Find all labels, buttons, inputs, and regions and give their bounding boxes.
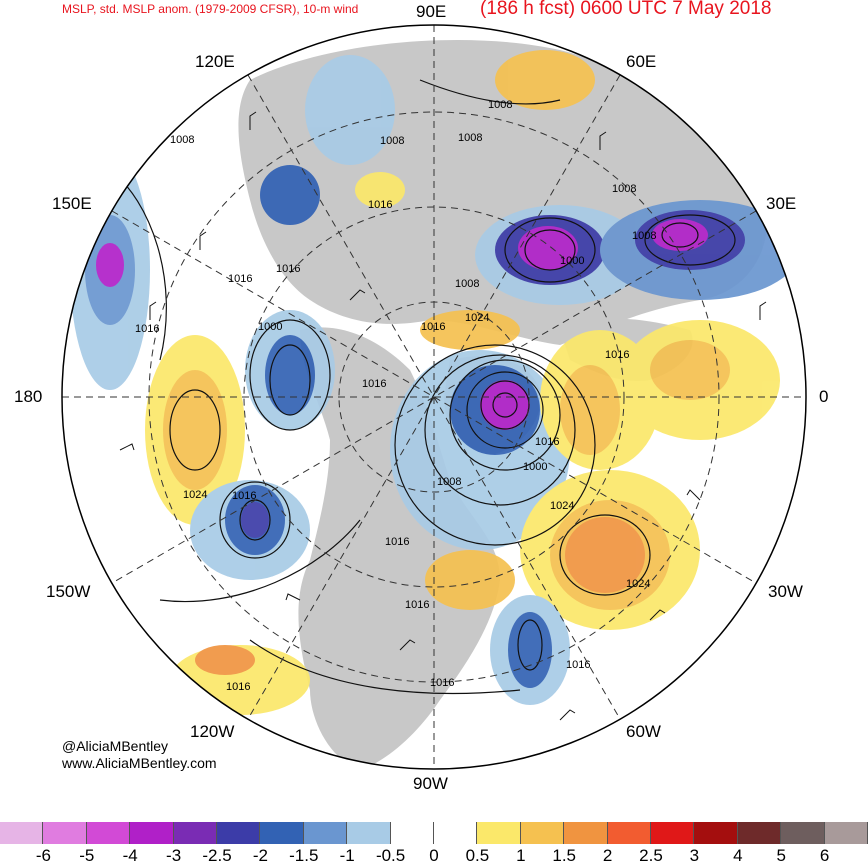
- anomaly-shading: [70, 50, 800, 715]
- polar-map: 1008 1008 1008 1008 1016 1008 1000 1008 …: [61, 24, 807, 770]
- isobar-label: 1016: [421, 321, 445, 333]
- isobar-label: 1016: [276, 263, 300, 275]
- colorbar-swatch: [217, 822, 261, 844]
- colorbar-label: -5: [79, 846, 95, 865]
- colorbar-swatch: [607, 822, 651, 844]
- lon-label-120e: 120E: [195, 52, 235, 71]
- isobar-label: 1008: [458, 132, 482, 144]
- colorbar-label: 6: [819, 846, 830, 865]
- colorbar-label: 2.5: [639, 846, 663, 865]
- colorbar-swatch: [824, 822, 868, 844]
- colorbar-label: -2: [252, 846, 268, 865]
- colorbar-swatch: [303, 822, 348, 844]
- colorbar-swatch: [130, 822, 174, 844]
- isobar-label: 1008: [437, 476, 461, 488]
- lon-label-120w: 120W: [190, 722, 235, 741]
- isobar-label: 1008: [612, 183, 636, 195]
- colorbar-label: 0: [429, 846, 439, 865]
- lon-label-60w: 60W: [626, 722, 661, 741]
- colorbar-swatch: [86, 822, 131, 844]
- credit-handle: @AliciaMBentley: [62, 738, 169, 754]
- isobar-label: 1008: [170, 134, 194, 146]
- isobar-label: 1016: [430, 677, 454, 689]
- colorbar-label: 2: [602, 846, 613, 865]
- graticule: [62, 25, 806, 769]
- colorbar-swatch: [260, 822, 304, 844]
- colorbar-swatch: [0, 822, 44, 844]
- isobar-label: 1016: [228, 273, 252, 285]
- lon-label-30e: 30E: [766, 194, 797, 213]
- colorbar-swatch: [781, 822, 825, 844]
- isobar-label: 1016: [362, 378, 386, 390]
- colorbar-label: 3: [689, 846, 700, 865]
- isobar-label: 1000: [523, 461, 547, 473]
- isobar-label: 1024: [550, 500, 574, 512]
- wind-barbs: [119, 111, 767, 721]
- colorbar-label: 0.5: [465, 846, 490, 865]
- isobar-label: 1024: [626, 578, 650, 590]
- colorbar-swatch: [651, 822, 695, 844]
- colorbar-label: -3: [166, 846, 182, 865]
- colorbar: -6 -5 -4 -3 -2.5 -2 -1.5 -1 -0.5 0 0.5 1 1.5 2 2.5 3 4 5 6: [0, 822, 868, 865]
- lon-label-60e: 60E: [626, 52, 657, 71]
- colorbar-label: 5: [776, 846, 786, 865]
- isobar-label: 1016: [135, 323, 159, 335]
- colorbar-swatch: [477, 822, 521, 844]
- isobar-label: 1008: [632, 230, 656, 242]
- colorbar-label: -6: [35, 846, 51, 865]
- isobar-label: 1024: [183, 489, 207, 501]
- lon-label-150w: 150W: [46, 582, 91, 601]
- colorbar-swatch: [737, 822, 782, 844]
- isobar-label: 1016: [566, 659, 590, 671]
- isobar-label: 1000: [560, 255, 584, 267]
- colorbar-label: 1.5: [552, 846, 577, 865]
- colorbar-swatch: [520, 822, 565, 844]
- lon-label-180: 180: [14, 387, 43, 406]
- lon-label-30w: 30W: [768, 582, 803, 601]
- isobar-label: 1016: [405, 599, 429, 611]
- isobar-label: 1024: [465, 312, 489, 324]
- credit-site: www.AliciaMBentley.com: [62, 755, 217, 771]
- isobar-label: 1008: [380, 135, 404, 147]
- header-right-title: (186 h fcst) 0600 UTC 7 May 2018: [480, 0, 772, 19]
- header-left-title: MSLP, std. MSLP anom. (1979-2009 CFSR), …: [62, 2, 359, 16]
- isobar-label: 1016: [232, 490, 256, 502]
- colorbar-label: -1.5: [289, 846, 319, 865]
- colorbar-label: -2.5: [202, 846, 232, 865]
- isobar-label: 1008: [455, 278, 479, 290]
- isobar-label: 1016: [385, 536, 409, 548]
- isobar-label: 1000: [258, 321, 282, 333]
- colorbar-swatch: [564, 822, 608, 844]
- colorbar-swatch: [434, 822, 478, 844]
- colorbar-label: -1: [339, 846, 355, 865]
- colorbar-swatch: [43, 822, 87, 844]
- colorbar-swatch: [694, 822, 738, 844]
- isobar-label: 1016: [368, 199, 392, 211]
- isobar-label: 1016: [226, 681, 250, 693]
- isobar-label: 1016: [535, 436, 559, 448]
- lon-label-150e: 150E: [52, 194, 92, 213]
- lon-label-90w: 90W: [413, 774, 448, 793]
- colorbar-label: 4: [733, 846, 743, 865]
- isobar-label: 1008: [488, 99, 512, 111]
- isobar-label: 1016: [605, 349, 629, 361]
- colorbar-label: 1: [516, 846, 526, 865]
- colorbar-swatch: [347, 822, 391, 844]
- lon-label-0: 0: [819, 387, 829, 406]
- colorbar-label: -4: [122, 846, 138, 865]
- colorbar-swatch: [390, 822, 434, 844]
- lon-label-90e: 90E: [416, 2, 447, 21]
- map-border: [61, 24, 807, 770]
- colorbar-label: -0.5: [375, 846, 406, 865]
- colorbar-swatch: [173, 822, 217, 844]
